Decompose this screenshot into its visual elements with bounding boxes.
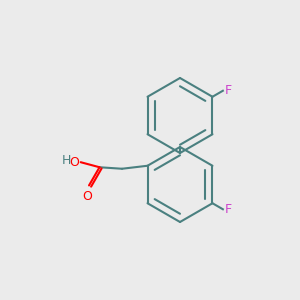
Text: O: O: [82, 190, 92, 203]
Text: F: F: [224, 84, 232, 97]
Text: O: O: [69, 156, 79, 169]
Text: H: H: [62, 154, 71, 167]
Text: F: F: [224, 203, 232, 216]
